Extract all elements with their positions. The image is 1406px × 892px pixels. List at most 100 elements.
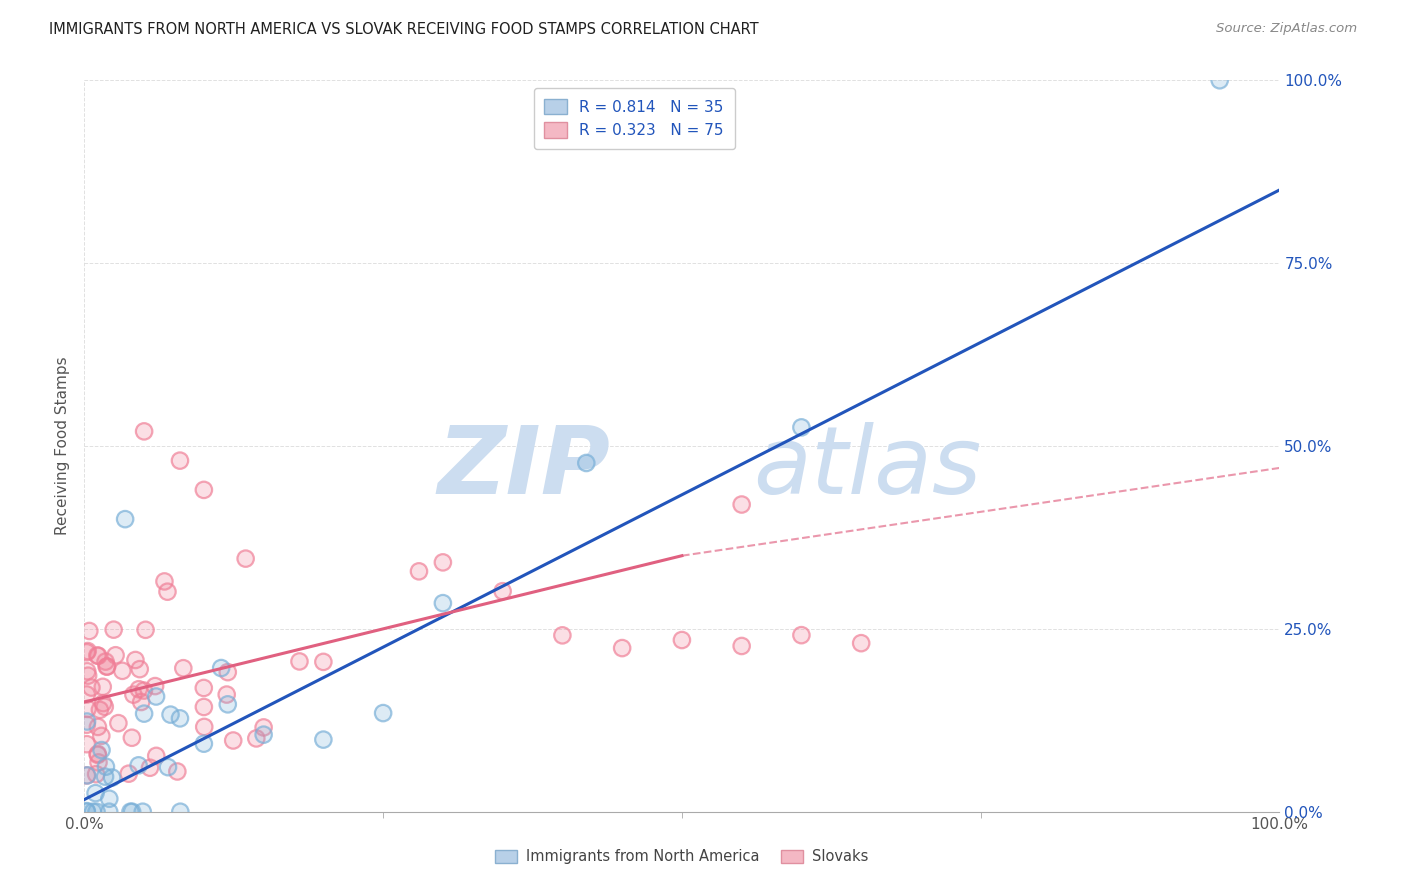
- Point: [156, 584, 179, 599]
- Point: [87, 747, 110, 762]
- Point: [217, 665, 239, 680]
- Point: [731, 498, 754, 512]
- Point: [193, 720, 215, 734]
- Point: [120, 805, 142, 819]
- Point: [128, 682, 150, 697]
- Point: [121, 805, 143, 819]
- Point: [76, 768, 98, 782]
- Point: [76, 737, 98, 751]
- Point: [94, 655, 117, 669]
- Point: [94, 760, 117, 774]
- Point: [82, 805, 104, 819]
- Point: [432, 596, 454, 610]
- Point: [91, 696, 114, 710]
- Point: [193, 681, 215, 695]
- Point: [159, 707, 181, 722]
- Point: [76, 688, 98, 702]
- Point: [222, 733, 245, 747]
- Point: [492, 584, 515, 599]
- Point: [193, 681, 215, 695]
- Point: [87, 747, 110, 761]
- Point: [76, 688, 98, 702]
- Point: [209, 661, 232, 675]
- Point: [90, 729, 112, 743]
- Point: [128, 758, 150, 772]
- Point: [76, 665, 98, 679]
- Point: [166, 764, 188, 779]
- Point: [76, 768, 98, 782]
- Point: [103, 623, 125, 637]
- Point: [90, 743, 112, 757]
- Point: [101, 771, 124, 785]
- Point: [432, 596, 454, 610]
- Point: [139, 761, 162, 775]
- Point: [671, 633, 693, 648]
- Point: [103, 623, 125, 637]
- Point: [157, 760, 180, 774]
- Point: [157, 760, 180, 774]
- Point: [132, 425, 156, 439]
- Point: [129, 695, 152, 709]
- Point: [193, 483, 215, 497]
- Point: [87, 648, 110, 663]
- Point: [80, 681, 103, 695]
- Point: [98, 805, 121, 819]
- Point: [612, 641, 634, 656]
- Point: [312, 732, 335, 747]
- Point: [222, 733, 245, 747]
- Point: [312, 732, 335, 747]
- Point: [790, 420, 813, 434]
- Point: [217, 698, 239, 712]
- Text: Source: ZipAtlas.com: Source: ZipAtlas.com: [1216, 22, 1357, 36]
- Point: [217, 698, 239, 712]
- Point: [94, 770, 117, 784]
- Point: [87, 747, 110, 761]
- Point: [86, 648, 108, 663]
- Point: [121, 731, 143, 745]
- Point: [432, 555, 454, 569]
- Point: [128, 758, 150, 772]
- Point: [132, 425, 156, 439]
- Point: [76, 768, 98, 782]
- Point: [76, 714, 98, 729]
- Point: [145, 690, 167, 704]
- Point: [731, 498, 754, 512]
- Point: [153, 574, 176, 589]
- Point: [139, 761, 162, 775]
- Point: [135, 623, 157, 637]
- Point: [193, 700, 215, 714]
- Point: [87, 648, 110, 663]
- Point: [575, 456, 598, 470]
- Point: [124, 653, 146, 667]
- Point: [90, 729, 112, 743]
- Point: [94, 760, 117, 774]
- Point: [172, 661, 194, 675]
- Point: [76, 737, 98, 751]
- Point: [101, 771, 124, 785]
- Point: [731, 639, 754, 653]
- Point: [373, 706, 395, 720]
- Point: [98, 805, 121, 819]
- Point: [166, 764, 188, 779]
- Point: [76, 804, 98, 818]
- Point: [1209, 73, 1232, 87]
- Point: [169, 453, 191, 467]
- Point: [94, 655, 117, 669]
- Point: [87, 756, 110, 770]
- Point: [790, 628, 813, 642]
- Point: [84, 786, 107, 800]
- Point: [408, 565, 430, 579]
- Point: [551, 628, 574, 642]
- Point: [551, 628, 574, 642]
- Point: [98, 791, 121, 805]
- Point: [575, 456, 598, 470]
- Point: [87, 720, 110, 734]
- Point: [169, 711, 191, 725]
- Point: [87, 756, 110, 770]
- Point: [169, 711, 191, 725]
- Point: [98, 791, 121, 805]
- Point: [245, 731, 267, 746]
- Point: [193, 737, 215, 751]
- Point: [128, 662, 150, 676]
- Point: [128, 682, 150, 697]
